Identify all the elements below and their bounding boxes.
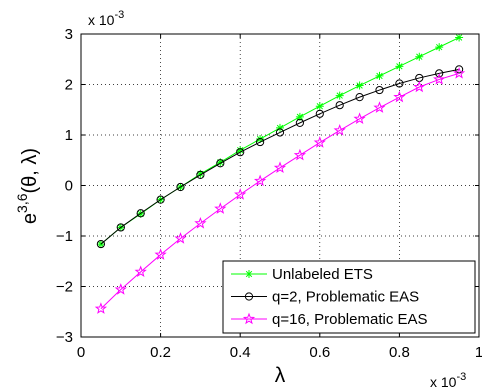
data-point — [194, 216, 207, 229]
data-point — [315, 109, 324, 118]
data-point — [114, 283, 127, 295]
data-point — [154, 248, 167, 260]
y-tick-label: −1 — [56, 228, 73, 245]
series-3 — [94, 66, 466, 314]
x-tick-label: 0.2 — [150, 344, 171, 361]
series-2 — [96, 65, 464, 249]
data-point — [295, 112, 304, 121]
legend-entry: Unlabeled ETS — [231, 266, 373, 283]
tick-group: 0 0.2 0.4 0.6 0.8 1 −3 −2 −1 0 1 2 3 — [56, 26, 482, 361]
data-point — [455, 65, 464, 74]
y-multiplier-exp: -3 — [114, 9, 124, 21]
data-point — [244, 292, 254, 301]
data-point — [415, 52, 424, 61]
series-group — [94, 33, 466, 314]
data-point — [413, 80, 426, 93]
data-point — [96, 239, 106, 249]
data-point — [395, 62, 404, 71]
y-tick-label: 0 — [65, 178, 73, 195]
legend-entry: q=2, Problematic EAS — [231, 289, 419, 306]
x-multiplier-base: x 10 — [430, 374, 457, 390]
x-tick-label: 0.4 — [230, 344, 251, 361]
data-point — [375, 71, 384, 80]
data-point — [174, 232, 187, 244]
legend-label: q=16, Problematic EAS — [272, 311, 428, 328]
data-point — [315, 102, 324, 111]
y-axis-label: e3,6(θ, λ) — [14, 148, 41, 224]
data-point — [176, 182, 185, 192]
data-point — [335, 101, 344, 110]
data-point — [134, 265, 147, 278]
data-point — [216, 159, 225, 168]
data-point — [276, 123, 284, 132]
data-point — [94, 302, 108, 314]
data-point — [234, 188, 247, 200]
y-multiplier: x 10-3 — [88, 9, 124, 28]
data-point — [375, 85, 384, 95]
data-point — [455, 33, 464, 42]
data-point — [435, 43, 444, 52]
data-point — [216, 158, 225, 167]
data-point — [275, 128, 285, 137]
data-point — [116, 223, 125, 232]
y-label-sup: 3,6 — [14, 193, 30, 213]
legend-entry: q=16, Problematic EAS — [231, 311, 428, 328]
data-point — [313, 136, 326, 148]
x-tick-label: 0.8 — [389, 344, 410, 361]
series-line — [100, 68, 460, 245]
y-tick-label: −3 — [56, 329, 73, 346]
y-multiplier-base: x 10 — [88, 12, 115, 28]
x-multiplier: x 10-3 — [430, 371, 466, 390]
data-point — [236, 148, 245, 157]
data-point — [295, 118, 304, 127]
y-label-base: e — [19, 213, 41, 224]
data-point — [253, 174, 267, 187]
data-point — [355, 81, 364, 90]
y-tick-label: −2 — [56, 279, 73, 296]
data-point — [196, 170, 205, 179]
legend-label: Unlabeled ETS — [272, 266, 373, 283]
data-point — [273, 161, 287, 174]
x-axis-label: λ — [275, 364, 286, 387]
y-tick-label: 2 — [65, 77, 73, 94]
data-point — [136, 209, 145, 218]
y-label-args: (θ, λ) — [19, 148, 41, 194]
data-point — [256, 135, 265, 144]
data-point — [293, 148, 307, 161]
series-line — [100, 72, 460, 310]
data-point — [242, 312, 256, 325]
data-point — [395, 79, 404, 88]
data-point — [355, 93, 364, 102]
legend-label: q=2, Problematic EAS — [272, 289, 419, 306]
data-point — [245, 270, 253, 278]
data-point — [452, 66, 466, 79]
data-point — [335, 91, 344, 100]
data-point — [433, 73, 446, 85]
data-point — [373, 101, 386, 113]
data-point — [196, 169, 205, 178]
data-point — [393, 90, 406, 103]
x-tick-label: 0.6 — [309, 344, 330, 361]
x-tick-label: 1 — [475, 344, 482, 361]
data-point — [256, 137, 265, 147]
data-point — [156, 195, 165, 204]
y-tick-label: 3 — [65, 26, 73, 43]
data-point — [435, 69, 444, 78]
data-point — [333, 124, 346, 136]
data-point — [214, 202, 227, 214]
y-tick-label: 1 — [65, 127, 73, 144]
data-point — [236, 146, 245, 155]
legend: Unlabeled ETS q=2, Problematic EAS q=16, P… — [222, 260, 476, 334]
data-point — [353, 112, 366, 125]
x-multiplier-exp: -3 — [456, 371, 466, 383]
x-tick-label: 0 — [77, 344, 85, 361]
